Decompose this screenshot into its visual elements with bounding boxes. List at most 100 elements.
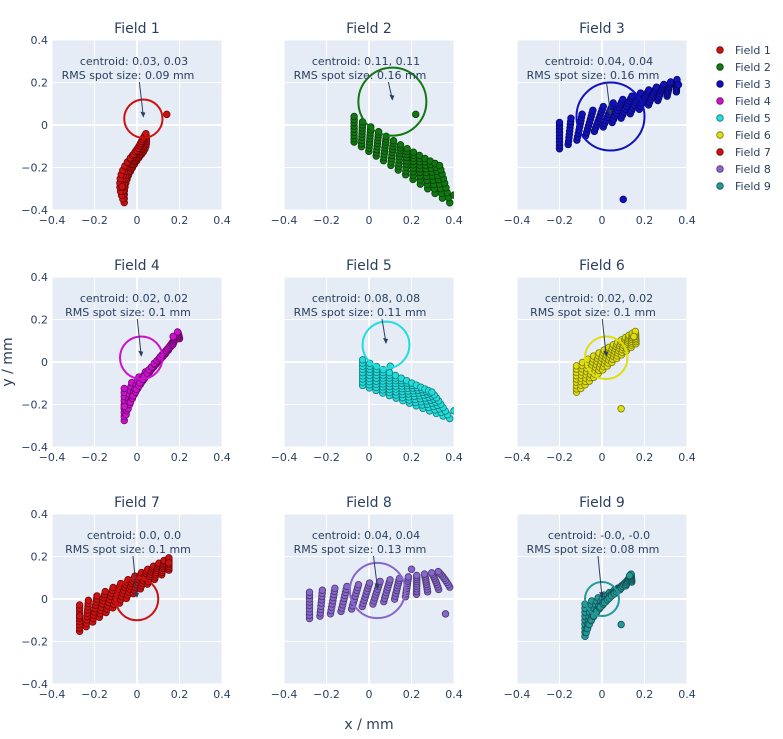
subplot-field-8[interactable]: −0.4 −0.2 0 0.2 0.4 Field 8 centroid: 0.04, 0.… bbox=[271, 495, 463, 701]
x-tick-label: −0.4 bbox=[39, 214, 66, 227]
data-point bbox=[428, 388, 436, 396]
data-point bbox=[118, 182, 126, 191]
data-point bbox=[305, 588, 314, 596]
subplot-title: Field 7 bbox=[114, 495, 160, 511]
y-tick-label: 0.4 bbox=[31, 34, 49, 47]
data-point bbox=[84, 596, 93, 605]
x-tick-label: −0.4 bbox=[39, 451, 66, 464]
scatter-series bbox=[116, 110, 171, 207]
annotation-arrow-shaft bbox=[132, 555, 138, 598]
annotation-arrow-shaft bbox=[138, 81, 144, 117]
rms-spot-circle bbox=[584, 335, 629, 380]
data-point bbox=[427, 569, 436, 577]
legend-label: Field 3 bbox=[735, 78, 771, 91]
y-tick-label: 0 bbox=[41, 593, 48, 606]
data-point bbox=[420, 570, 429, 578]
rms-annotation: RMS spot size: 0.13 mm bbox=[294, 543, 427, 556]
data-point bbox=[318, 586, 327, 594]
rms-annotation: RMS spot size: 0.1 mm bbox=[65, 306, 191, 319]
data-point bbox=[165, 559, 173, 567]
data-point bbox=[555, 118, 564, 127]
legend-item[interactable]: Field 4 bbox=[716, 95, 771, 108]
subplot-title: Field 8 bbox=[346, 495, 392, 511]
x-tick-label: −0.4 bbox=[39, 688, 66, 701]
legend-marker bbox=[716, 182, 724, 190]
subplot-field-4[interactable]: −0.4 −0.2 0 0.2 0.4 −0.4 −0.2 0 0.2 0.4 Field 4 cen… bbox=[21, 258, 230, 464]
legend-item[interactable]: Field 3 bbox=[716, 78, 771, 91]
legend-marker bbox=[716, 131, 724, 139]
x-tick-label: 0.4 bbox=[445, 214, 463, 227]
data-point bbox=[412, 110, 420, 119]
x-tick-label: 0 bbox=[366, 214, 373, 227]
x-tick-label: 0 bbox=[599, 688, 606, 701]
data-point bbox=[386, 576, 394, 584]
annotation-arrow-head bbox=[134, 592, 139, 598]
data-point bbox=[365, 579, 374, 587]
y-tick-label: −0.2 bbox=[21, 399, 48, 412]
subplot-title: Field 1 bbox=[114, 21, 160, 37]
data-point bbox=[441, 610, 450, 618]
annotation-arrow-head bbox=[383, 338, 388, 344]
data-point bbox=[376, 577, 384, 586]
y-tick-label: 0.2 bbox=[31, 551, 49, 564]
y-axis-label: y / mm bbox=[0, 337, 16, 386]
subplot-title: Field 9 bbox=[579, 495, 625, 511]
subplot-field-6[interactable]: −0.4 −0.2 0 0.2 0.4 Field 6 centroid: 0.02, 0.… bbox=[504, 258, 696, 464]
x-tick-label: −0.2 bbox=[313, 688, 340, 701]
data-point bbox=[609, 99, 617, 107]
data-point bbox=[434, 567, 442, 576]
centroid-annotation: centroid: 0.04, 0.04 bbox=[545, 55, 653, 68]
data-point bbox=[396, 141, 405, 149]
subplot-field-9[interactable]: −0.4 −0.2 0 0.2 0.4 Field 9 centroid: -0.0, -0… bbox=[504, 495, 696, 701]
data-point bbox=[589, 106, 597, 114]
subplot-title: Field 6 bbox=[579, 258, 625, 274]
legend-item[interactable]: Field 2 bbox=[716, 61, 771, 74]
legend-item[interactable]: Field 1 bbox=[716, 44, 771, 57]
x-tick-label: 0 bbox=[599, 214, 606, 227]
y-tick-label: 0 bbox=[41, 356, 48, 369]
scatter-series bbox=[350, 110, 454, 207]
subplot-title: Field 5 bbox=[346, 258, 392, 274]
x-tick-label: 0.4 bbox=[213, 451, 231, 464]
x-tick-label: 0.2 bbox=[403, 688, 421, 701]
rms-annotation: RMS spot size: 0.1 mm bbox=[65, 543, 191, 556]
data-point bbox=[120, 402, 128, 411]
rms-spot-circle bbox=[119, 335, 164, 380]
y-tick-label: −0.2 bbox=[21, 162, 48, 175]
centroid-annotation: centroid: 0.02, 0.02 bbox=[80, 292, 188, 305]
legend-item[interactable]: Field 9 bbox=[716, 180, 771, 193]
data-point bbox=[354, 581, 363, 589]
subplot-title: Field 2 bbox=[346, 21, 392, 37]
y-tick-label: −0.4 bbox=[21, 678, 48, 691]
data-point bbox=[403, 144, 411, 153]
data-point bbox=[366, 359, 374, 367]
legend-item[interactable]: Field 5 bbox=[716, 112, 771, 125]
centroid-annotation: centroid: 0.11, 0.11 bbox=[312, 55, 420, 68]
subplot-field-5[interactable]: −0.4 −0.2 0 0.2 0.4 Field 5 centroid: 0.08, 0.… bbox=[271, 258, 463, 464]
subplot-field-3[interactable]: −0.4 −0.2 0 0.2 0.4 Field 3 centroid: 0.04, 0.… bbox=[504, 21, 696, 227]
x-tick-label: 0 bbox=[134, 451, 141, 464]
legend-item[interactable]: Field 7 bbox=[716, 146, 771, 159]
subplot-field-7[interactable]: −0.4 −0.2 0 0.2 0.4 −0.4 −0.2 0 0.2 0.4 Field 7 cen… bbox=[21, 495, 230, 701]
x-tick-label: −0.4 bbox=[271, 688, 298, 701]
subplot-field-2[interactable]: −0.4 −0.2 0 0.2 0.4 Field 2 centroid: 0.11, 0.… bbox=[271, 21, 463, 227]
x-tick-label: 0.4 bbox=[445, 688, 463, 701]
data-point bbox=[169, 332, 177, 341]
x-tick-label: 0.2 bbox=[171, 688, 189, 701]
x-tick-label: 0.2 bbox=[171, 451, 189, 464]
data-point bbox=[666, 78, 675, 86]
data-point bbox=[435, 161, 444, 170]
x-tick-label: 0.4 bbox=[445, 451, 463, 464]
annotation-arrow-head bbox=[607, 109, 613, 116]
centroid-annotation: centroid: 0.08, 0.08 bbox=[312, 292, 420, 305]
rms-annotation: RMS spot size: 0.08 mm bbox=[527, 543, 660, 556]
x-tick-label: 0.2 bbox=[403, 214, 421, 227]
annotation-arrow-head bbox=[599, 592, 604, 598]
legend-item[interactable]: Field 6 bbox=[716, 129, 771, 142]
x-tick-label: 0.2 bbox=[171, 214, 189, 227]
subplot-field-1[interactable]: −0.4 −0.2 0 0.2 0.4 −0.4 −0.2 0 0.2 0.4 Field 1 cen… bbox=[21, 21, 230, 227]
data-point bbox=[93, 592, 101, 600]
data-point bbox=[120, 384, 128, 393]
legend[interactable]: Field 1 Field 2 Field 3 Field 4 Field 5 Field… bbox=[716, 44, 771, 193]
legend-item[interactable]: Field 8 bbox=[716, 163, 771, 176]
